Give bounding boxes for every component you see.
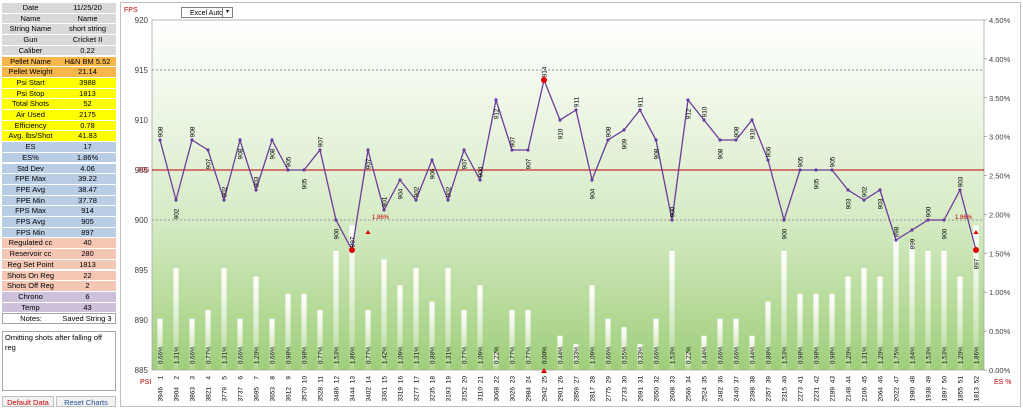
stat-label: Psi Stop (16, 88, 45, 98)
stat-row: ES% 1.86% (2, 152, 116, 164)
stat-label: Temp (21, 302, 40, 312)
stat-label: FPS Max (15, 206, 46, 216)
stat-value[interactable]: Saved String 3 (62, 314, 112, 324)
stat-value[interactable]: 17 (83, 142, 92, 152)
stat-label: Efficiency (14, 120, 47, 130)
stat-label: Avg. lbs/Shot (8, 131, 53, 141)
stat-row: Pellet Weight 21.14 (2, 67, 116, 78)
stat-value[interactable]: 39.22 (78, 174, 97, 184)
stat-value[interactable]: 280 (81, 249, 94, 259)
stat-value[interactable]: 52 (83, 99, 92, 109)
stats-sidebar: Date 11/25/20 Name Name String Name short str… (0, 0, 118, 409)
stat-row: Shots Off Reg 2 (2, 281, 116, 292)
stat-value[interactable]: 897 (81, 227, 94, 237)
stat-row: String Name short string (2, 24, 116, 36)
stat-row: Reservoir cc 280 (2, 249, 116, 260)
stat-value[interactable]: short string (68, 24, 107, 34)
stat-row: Pellet Name H&N BM 5.52 (2, 56, 116, 68)
chart-area (120, 2, 1021, 407)
stat-value[interactable]: 37.78 (78, 195, 97, 205)
stat-row: Chrono 6 (2, 291, 116, 303)
stat-label: Chrono (18, 291, 43, 301)
stat-value[interactable]: 0.22 (80, 45, 95, 55)
notes-text[interactable]: Omitting shots after falling off reg (2, 331, 116, 391)
stat-value[interactable]: 6 (85, 291, 90, 301)
stat-label: Total Shots (11, 99, 50, 109)
stat-row: Notes: Saved String 3 (2, 313, 116, 324)
stat-value[interactable]: 1813 (79, 88, 96, 98)
stat-row: Std Dev 4.06 (2, 163, 116, 175)
stat-label: Std Dev (17, 163, 44, 173)
stat-value[interactable]: 4.06 (80, 163, 95, 173)
stat-label: Caliber (18, 45, 43, 55)
stat-label: Reservoir cc (9, 249, 52, 259)
stat-label: Gun (23, 35, 38, 45)
stat-row: Air Used 2175 (2, 110, 116, 121)
stat-label: Name (20, 13, 41, 23)
stat-row: FPS Avg 905 (2, 217, 116, 228)
stat-value[interactable]: 2175 (79, 110, 96, 119)
stat-row: FPE Max 39.22 (2, 174, 116, 185)
stat-value[interactable]: Name (77, 13, 98, 23)
stat-label: ES (25, 142, 36, 152)
stat-row: Reg Set Point 1813 (2, 259, 116, 271)
stat-label: FPS Min (16, 227, 45, 237)
stat-label: ES% (22, 152, 39, 162)
stat-value[interactable]: 43 (83, 302, 92, 312)
stat-value[interactable]: 0.78 (80, 120, 95, 130)
stat-label: Air Used (16, 110, 45, 119)
stat-value[interactable]: 914 (81, 206, 94, 216)
stat-row: FPE Avg 38.47 (2, 184, 116, 196)
stat-row: FPE Min 37.78 (2, 195, 116, 207)
stat-label: FPS Avg (15, 217, 46, 226)
stat-label: String Name (9, 24, 52, 34)
stat-value[interactable]: 40 (83, 238, 92, 248)
stat-row: Regulated cc 40 (2, 238, 116, 250)
stat-label: Pellet Name (10, 56, 51, 66)
stat-row: Caliber 0.22 (2, 45, 116, 57)
stat-value[interactable]: 3988 (79, 77, 96, 87)
stat-row: Date 11/25/20 (2, 3, 116, 14)
stat-value[interactable]: 41.83 (78, 131, 97, 141)
default-data-button[interactable]: Default Data (2, 396, 54, 407)
stat-row: Avg. lbs/Shot 41.83 (2, 131, 116, 143)
stat-row: Psi Start 3988 (2, 77, 116, 89)
stat-row: Temp 43 (2, 302, 116, 314)
stat-label: Shots On Reg (6, 270, 55, 280)
dropdown-value: Excel Auto (190, 10, 224, 17)
stat-row: Gun Cricket II (2, 35, 116, 46)
reset-charts-button[interactable]: Reset Charts (56, 396, 116, 407)
stat-value[interactable]: 905 (81, 217, 94, 226)
stat-row: Name Name (2, 13, 116, 25)
stat-value[interactable]: 1.86% (76, 152, 99, 162)
stat-value[interactable]: 21.14 (78, 67, 97, 77)
stat-row: Shots On Reg 22 (2, 270, 116, 282)
stat-value[interactable]: H&N BM 5.52 (64, 56, 111, 66)
stat-label: Pellet Weight (8, 67, 53, 77)
stat-value[interactable]: 2 (85, 281, 90, 291)
stat-row: Total Shots 52 (2, 99, 116, 110)
stat-label: Shots Off Reg (7, 281, 54, 291)
stat-label: FPE Min (16, 195, 45, 205)
stat-label: FPE Avg (15, 184, 46, 194)
stat-row: Psi Stop 1813 (2, 88, 116, 100)
stat-value[interactable]: 38.47 (78, 184, 97, 194)
stat-row: Efficiency 0.78 (2, 120, 116, 132)
stat-label: Notes: (20, 314, 42, 324)
stat-label: Regulated cc (8, 238, 53, 248)
stat-label: Date (22, 3, 39, 12)
stat-row: FPS Max 914 (2, 206, 116, 217)
stat-label: Reg Set Point (7, 259, 54, 269)
stat-value[interactable]: 1813 (79, 259, 96, 269)
stat-row: FPS Min 897 (2, 227, 116, 239)
chevron-down-icon[interactable]: ▾ (222, 8, 232, 17)
stat-row: ES 17 (2, 142, 116, 153)
stat-value[interactable]: Cricket II (72, 35, 103, 45)
stat-label: FPE Max (15, 174, 46, 184)
stat-value[interactable]: 11/25/20 (73, 3, 102, 12)
stat-label: Psi Start (16, 77, 45, 87)
stat-value[interactable]: 22 (83, 270, 92, 280)
chart-type-dropdown[interactable]: Excel Auto ▾ (181, 7, 233, 18)
